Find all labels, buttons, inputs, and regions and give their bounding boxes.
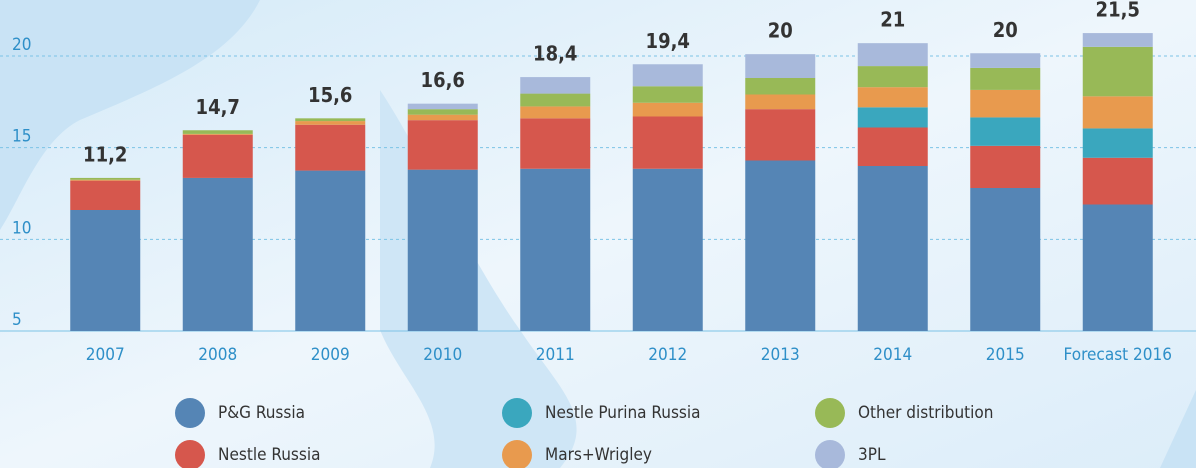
bar-segment — [632, 86, 703, 103]
bar-segment — [745, 109, 816, 161]
x-tick-label: 2010 — [423, 345, 462, 365]
bar-segment — [857, 127, 928, 166]
legend-marker — [815, 398, 845, 428]
bar-segment — [407, 169, 478, 331]
y-tick-label: 15 — [12, 127, 31, 147]
bar-segment — [295, 124, 366, 171]
bar-segment — [970, 145, 1041, 188]
total-label: 21,5 — [1096, 0, 1140, 22]
total-label: 21 — [880, 8, 905, 32]
total-label: 15,6 — [308, 83, 352, 107]
legend-marker — [502, 398, 532, 428]
legend-label: Other distribution — [858, 403, 993, 423]
bar-segment — [407, 103, 478, 110]
x-tick-label: 2009 — [311, 345, 350, 365]
y-tick-label: 20 — [12, 35, 31, 55]
bar-segment — [182, 134, 253, 178]
bar-segment — [520, 168, 591, 331]
x-tick-label: 2015 — [986, 345, 1025, 365]
bar-segment — [295, 118, 366, 122]
bar-segment — [632, 64, 703, 87]
total-label: 20 — [993, 18, 1018, 42]
bar-segment — [970, 67, 1041, 90]
bar-segment — [857, 87, 928, 108]
bar-segment — [1082, 46, 1153, 97]
total-label: 18,4 — [533, 42, 577, 66]
total-label: 16,6 — [421, 68, 465, 92]
legend-label: 3PL — [858, 445, 886, 465]
bar-segment — [970, 188, 1041, 331]
x-tick-label: Forecast 2016 — [1064, 345, 1172, 365]
bar-segment — [970, 117, 1041, 146]
bar-segment — [970, 89, 1041, 118]
legend-label: Nestle Purina Russia — [545, 403, 701, 423]
legend-marker — [175, 440, 205, 468]
bar-segment — [1082, 128, 1153, 158]
bar-segment — [182, 133, 253, 135]
total-label: 14,7 — [196, 95, 240, 119]
legend-label: P&G Russia — [218, 403, 305, 423]
legend-marker — [502, 440, 532, 468]
bar-segment — [182, 130, 253, 134]
bar-segment — [1082, 33, 1153, 47]
bar-segment — [745, 94, 816, 110]
bar-segment — [1082, 96, 1153, 129]
map-shape — [1160, 390, 1196, 468]
bar-segment — [857, 166, 928, 331]
legend-marker — [815, 440, 845, 468]
bar-segment — [295, 170, 366, 331]
bar-segment — [70, 180, 141, 210]
map-shape — [0, 0, 260, 230]
y-tick-label: 5 — [12, 310, 22, 330]
bar-segment — [520, 118, 591, 169]
bar-segment — [857, 66, 928, 88]
bar-segment — [857, 107, 928, 128]
bar-segment — [182, 177, 253, 331]
bar-segment — [295, 121, 366, 125]
x-tick-label: 2012 — [648, 345, 687, 365]
bar-segment — [632, 116, 703, 169]
x-tick-label: 2008 — [198, 345, 237, 365]
x-tick-label: 2007 — [86, 345, 125, 365]
legend-label: Mars+Wrigley — [545, 445, 652, 465]
bar-segment — [745, 78, 816, 95]
y-tick-label: 10 — [12, 218, 31, 238]
bar-segment — [632, 168, 703, 331]
bar-segment — [970, 53, 1041, 68]
x-tick-label: 2013 — [761, 345, 800, 365]
bar-segment — [407, 109, 478, 115]
total-label: 19,4 — [646, 29, 690, 53]
bar-segment — [70, 177, 141, 180]
bar-segment — [1082, 157, 1153, 205]
bar-segment — [70, 179, 141, 181]
total-label: 20 — [768, 19, 793, 43]
legend-marker — [175, 398, 205, 428]
bar-segment — [520, 106, 591, 119]
bar-segment — [745, 54, 816, 78]
bar-segment — [520, 77, 591, 94]
bar-segment — [857, 43, 928, 67]
bar-segment — [520, 93, 591, 107]
bar-segment — [407, 114, 478, 121]
bar-segment — [632, 102, 703, 117]
bar-segment — [70, 210, 141, 331]
x-tick-label: 2014 — [873, 345, 912, 365]
bar-segment — [1082, 204, 1153, 331]
legend-label: Nestle Russia — [218, 445, 320, 465]
bar-segment — [407, 120, 478, 170]
x-tick-label: 2011 — [536, 345, 575, 365]
total-label: 11,2 — [83, 142, 127, 166]
bar-segment — [745, 160, 816, 331]
